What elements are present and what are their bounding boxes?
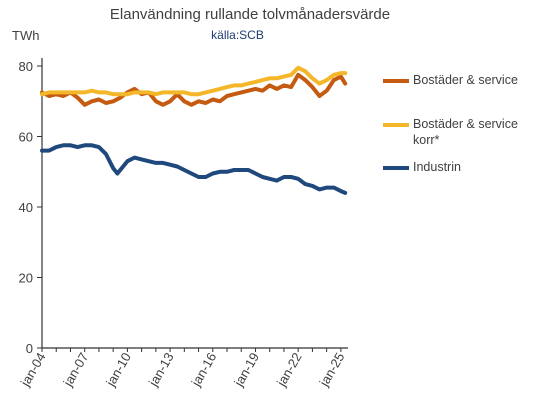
x-tick-label-jan-07: jan-07 (60, 350, 92, 390)
x-tick-label-jan-25: jan-25 (316, 350, 348, 390)
y-tick-label-0: 0 (26, 341, 33, 356)
x-tick-label-jan-04: jan-04 (17, 350, 49, 390)
x-tick-label-jan-16: jan-16 (188, 350, 220, 390)
y-tick-label-60: 60 (19, 130, 33, 145)
chart-subtitle: källa:SCB (211, 28, 264, 42)
legend-swatch-bostader-korr (383, 123, 409, 127)
y-tick-label-80: 80 (19, 59, 33, 74)
y-axis-label: TWh (12, 28, 40, 43)
x-tick-label-jan-13: jan-13 (145, 350, 177, 390)
chart-title: Elanvändning rullande tolvmånadersvärde (109, 6, 391, 23)
legend-swatch-industrin (383, 166, 409, 170)
series-line-1 (40, 65, 348, 97)
y-tick-label-20: 20 (19, 271, 33, 286)
x-tick-label-jan-22: jan-22 (273, 350, 305, 390)
legend-label-bostader: Bostäder & service (413, 73, 518, 87)
legend-label-bostader-korr: Bostäder & service korr* (413, 117, 518, 147)
series-line-2 (40, 143, 348, 195)
y-tick-label-40: 40 (19, 200, 33, 215)
legend-swatch-bostader (383, 79, 409, 83)
series-line-0 (40, 72, 348, 107)
legend-label-industrin: Industrin (413, 160, 461, 174)
x-tick-label-jan-19: jan-19 (231, 350, 263, 390)
x-tick-label-jan-10: jan-10 (102, 350, 134, 390)
